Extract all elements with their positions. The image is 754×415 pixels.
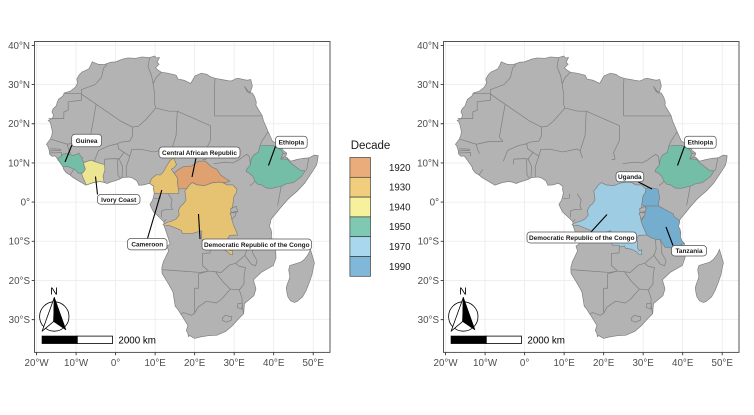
svg-text:20°N: 20°N	[417, 119, 439, 130]
svg-text:20°W: 20°W	[25, 358, 50, 369]
svg-text:50°E: 50°E	[712, 358, 734, 369]
svg-text:10°S: 10°S	[418, 237, 440, 248]
svg-text:10°N: 10°N	[417, 158, 439, 169]
svg-text:Decade: Decade	[351, 140, 391, 152]
svg-text:40°N: 40°N	[417, 41, 439, 52]
svg-text:20°S: 20°S	[9, 276, 31, 287]
svg-text:Uganda: Uganda	[618, 174, 642, 181]
svg-text:30°N: 30°N	[417, 80, 439, 91]
svg-text:2000 km: 2000 km	[527, 335, 565, 346]
svg-text:N: N	[459, 286, 467, 298]
svg-text:Democratic Republic of the Con: Democratic Republic of the Congo	[204, 242, 310, 249]
svg-text:10°S: 10°S	[9, 237, 31, 248]
svg-text:1990: 1990	[389, 262, 411, 273]
svg-text:0°: 0°	[520, 358, 529, 369]
svg-text:10°W: 10°W	[473, 358, 498, 369]
svg-text:20°E: 20°E	[593, 358, 615, 369]
svg-text:1940: 1940	[389, 202, 411, 213]
svg-text:2000 km: 2000 km	[118, 335, 156, 346]
svg-text:N: N	[50, 286, 58, 298]
svg-text:Ethiopia: Ethiopia	[279, 140, 305, 147]
svg-text:20°N: 20°N	[8, 119, 30, 130]
svg-text:20°W: 20°W	[434, 358, 459, 369]
svg-text:30°E: 30°E	[223, 358, 245, 369]
svg-text:30°E: 30°E	[632, 358, 654, 369]
svg-text:0°: 0°	[21, 198, 30, 209]
svg-text:30°S: 30°S	[9, 315, 31, 326]
svg-text:0°: 0°	[111, 358, 120, 369]
svg-text:1930: 1930	[389, 183, 411, 194]
svg-text:Tanzania: Tanzania	[675, 248, 702, 255]
svg-text:40°E: 40°E	[263, 358, 285, 369]
svg-text:30°N: 30°N	[8, 80, 30, 91]
svg-text:40°E: 40°E	[672, 358, 694, 369]
svg-text:Central African Republic: Central African Republic	[162, 150, 237, 157]
svg-text:Ivory Coast: Ivory Coast	[101, 197, 137, 204]
svg-text:Cameroon: Cameroon	[131, 242, 163, 249]
svg-text:10°N: 10°N	[8, 158, 30, 169]
svg-text:10°E: 10°E	[144, 358, 166, 369]
svg-text:10°E: 10°E	[553, 358, 575, 369]
svg-text:1920: 1920	[389, 163, 411, 174]
svg-text:Guinea: Guinea	[76, 138, 98, 145]
svg-text:50°E: 50°E	[303, 358, 325, 369]
svg-text:Ethiopia: Ethiopia	[688, 140, 714, 147]
svg-text:30°S: 30°S	[418, 315, 440, 326]
svg-text:1950: 1950	[389, 222, 411, 233]
svg-text:1970: 1970	[389, 242, 411, 253]
svg-text:20°S: 20°S	[418, 276, 440, 287]
svg-text:10°W: 10°W	[64, 358, 89, 369]
svg-text:20°E: 20°E	[184, 358, 206, 369]
svg-text:Democratic Republic of the Con: Democratic Republic of the Congo	[529, 235, 635, 242]
svg-text:40°N: 40°N	[8, 41, 30, 52]
svg-text:0°: 0°	[430, 198, 439, 209]
